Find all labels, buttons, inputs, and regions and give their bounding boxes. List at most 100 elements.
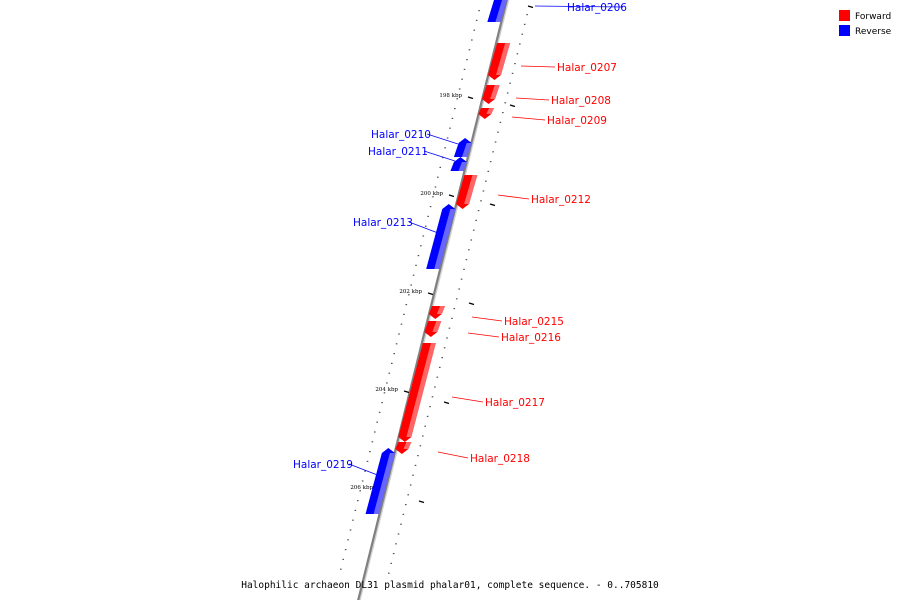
minor-tick	[448, 327, 451, 329]
minor-tick	[381, 402, 383, 404]
minor-tick	[344, 549, 347, 551]
gene-label[interactable]: Halar_0215	[504, 316, 564, 328]
minor-tick	[388, 572, 390, 574]
sequence-caption: Halophilic archaeon DL31 plasmid phalar0…	[241, 580, 659, 591]
tick-label: 204 kbp	[375, 387, 398, 393]
major-tick	[489, 203, 496, 207]
minor-tick	[475, 219, 477, 221]
legend-swatch-forward	[839, 10, 850, 21]
minor-tick	[516, 53, 519, 55]
gene-halar-0219[interactable]: Halar_0219	[293, 448, 395, 514]
gene-halar-0209[interactable]: Halar_0209	[478, 108, 607, 127]
tick-label: 202 kbp	[399, 289, 422, 295]
minor-tick	[419, 445, 422, 447]
minor-tick	[436, 376, 439, 378]
gene-leader-line	[426, 133, 459, 145]
gene-halar-0217[interactable]: Halar_0217	[398, 343, 545, 442]
minor-tick	[378, 411, 381, 413]
major-tick	[448, 194, 455, 198]
minor-tick	[492, 151, 494, 153]
gene-label[interactable]: Halar_0219	[293, 459, 353, 471]
gene-label[interactable]: Halar_0210	[371, 129, 431, 141]
legend-label-forward: Forward	[855, 12, 891, 22]
gene-label[interactable]: Halar_0218	[470, 453, 530, 465]
major-tick	[509, 104, 516, 108]
minor-tick	[410, 284, 412, 286]
gene-leader-line	[408, 221, 439, 234]
gene-halar-0218[interactable]: Halar_0218	[395, 442, 530, 465]
minor-tick	[458, 288, 460, 290]
minor-tick	[352, 519, 354, 521]
minor-tick	[402, 513, 405, 515]
minor-tick	[393, 353, 395, 355]
minor-tick	[485, 180, 487, 182]
minor-tick	[475, 19, 478, 21]
minor-tick	[446, 137, 449, 139]
minor-tick	[412, 274, 415, 276]
minor-tick	[340, 568, 342, 570]
minor-tick	[390, 362, 393, 364]
minor-tick	[509, 82, 511, 84]
gene-arrow-highlight	[496, 43, 511, 75]
major-tick	[443, 401, 450, 405]
minor-tick	[463, 268, 465, 270]
minor-tick	[514, 63, 516, 65]
minor-tick	[429, 406, 431, 408]
minor-ticks-group	[340, 10, 528, 574]
gene-leader-line	[348, 463, 381, 477]
minor-tick	[388, 372, 391, 374]
minor-tick	[398, 333, 400, 335]
minor-tick	[443, 347, 446, 349]
minor-tick	[422, 235, 425, 237]
gene-label[interactable]: Halar_0209	[547, 115, 607, 127]
legend-label-reverse: Reverse	[855, 27, 892, 37]
minor-tick	[451, 117, 454, 119]
minor-tick	[417, 255, 420, 257]
minor-tick	[506, 92, 509, 94]
minor-tick	[390, 562, 393, 564]
gene-leader-line	[520, 65, 556, 68]
major-tick	[427, 292, 434, 296]
legend: Forward Reverse	[839, 10, 892, 37]
gene-halar-0213[interactable]: Halar_0213	[353, 204, 456, 269]
gene-halar-0208[interactable]: Halar_0208	[482, 85, 611, 107]
gene-label[interactable]: Halar_0211	[368, 146, 428, 158]
gene-label[interactable]: Halar_0216	[501, 332, 561, 344]
minor-tick	[347, 539, 349, 541]
gene-leader-line	[497, 194, 530, 200]
minor-tick	[449, 127, 451, 129]
minor-tick	[397, 533, 400, 535]
minor-tick	[405, 304, 408, 306]
minor-tick	[460, 278, 463, 280]
genes-group: Halar_0206 Halar_0207 Halar_0208 Halar_0209…	[293, 0, 627, 514]
major-tick	[467, 96, 474, 100]
minor-tick	[489, 161, 492, 163]
minor-tick	[455, 298, 458, 300]
gene-halar-0216[interactable]: Halar_0216	[424, 321, 561, 344]
gene-label[interactable]: Halar_0208	[551, 95, 611, 107]
minor-tick	[458, 88, 461, 90]
gene-label[interactable]: Halar_0207	[557, 62, 617, 74]
gene-leader-line	[467, 332, 500, 338]
gene-label[interactable]: Halar_0212	[531, 194, 591, 206]
gene-halar-0212[interactable]: Halar_0212	[456, 175, 591, 209]
gene-arrow-highlight	[373, 453, 395, 514]
gene-label[interactable]: Halar_0213	[353, 217, 413, 229]
gene-label[interactable]: Halar_0217	[485, 397, 545, 409]
gene-halar-0211[interactable]: Halar_0211	[368, 146, 467, 171]
gene-halar-0210[interactable]: Halar_0210	[371, 129, 472, 157]
minor-tick	[369, 451, 371, 453]
minor-tick	[504, 102, 507, 104]
minor-tick	[444, 147, 446, 149]
gene-label[interactable]: Halar_0206	[567, 2, 627, 14]
minor-tick	[499, 121, 502, 123]
gene-halar-0215[interactable]: Halar_0215	[428, 306, 564, 328]
minor-tick	[431, 396, 434, 398]
minor-tick	[473, 29, 476, 31]
minor-tick	[407, 494, 410, 496]
minor-tick	[456, 98, 459, 100]
gene-halar-0206[interactable]: Halar_0206	[487, 0, 627, 22]
gene-halar-0207[interactable]: Halar_0207	[487, 43, 617, 80]
minor-tick	[359, 490, 362, 492]
minor-tick	[400, 323, 403, 325]
